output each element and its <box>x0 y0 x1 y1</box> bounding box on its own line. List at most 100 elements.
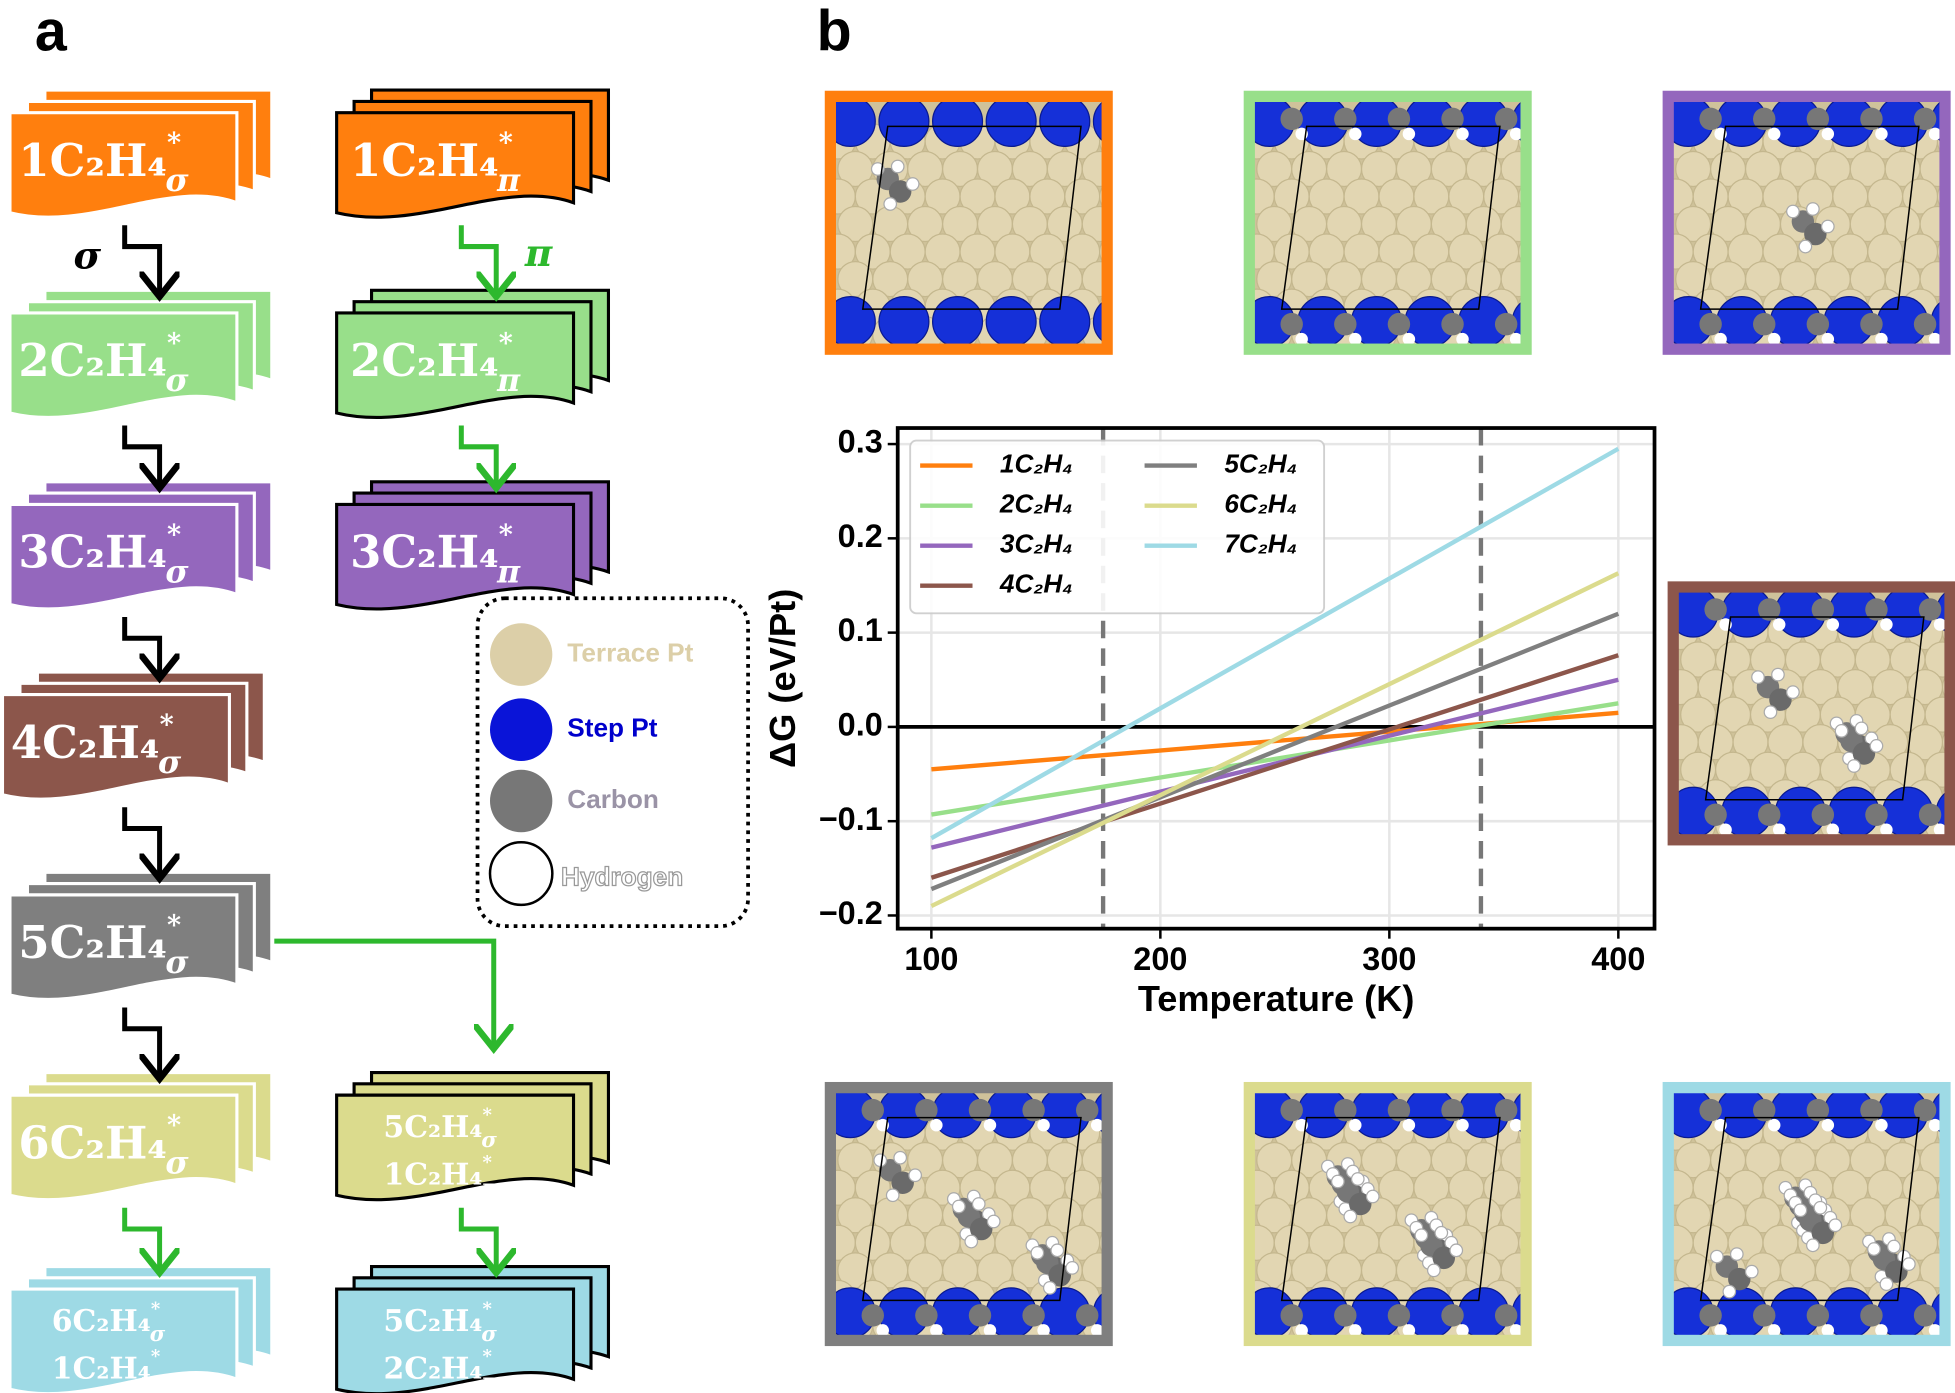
atom-h <box>1509 332 1522 345</box>
node-shape <box>0 693 231 801</box>
atom-h <box>1349 1324 1362 1336</box>
node-label: 5C₂H₄* σ <box>383 1104 497 1151</box>
atom-c <box>1280 1098 1303 1122</box>
atom-c <box>968 1304 992 1327</box>
node-label-part: * <box>167 127 181 158</box>
arrow <box>274 938 493 1049</box>
node-label-part: 3C₂H₄ <box>18 525 167 578</box>
node-label-part: 5C₂H₄ <box>18 916 167 969</box>
atom-c <box>1334 1098 1357 1122</box>
atom-h <box>1414 1228 1429 1243</box>
atom-c <box>1860 312 1883 336</box>
atom-step <box>878 101 930 148</box>
snapshot-frame <box>824 1081 1113 1347</box>
atom-c <box>1704 598 1727 621</box>
atom-h <box>1343 1209 1358 1224</box>
atom-h <box>1933 823 1946 835</box>
atom-c <box>1334 312 1357 336</box>
atom-terrace <box>1536 317 1571 352</box>
node-label-part: σ <box>481 1126 497 1151</box>
series-line <box>930 653 1620 880</box>
atom-h <box>1821 127 1835 141</box>
node-label-part: 2C₂H₄ <box>383 1351 482 1386</box>
node-label-part: * <box>499 327 513 358</box>
snapshot <box>835 1092 1152 1343</box>
atom-c <box>1806 1304 1830 1327</box>
edge-label: σ <box>73 234 101 278</box>
panel-label: a <box>35 0 68 63</box>
atom-c <box>1758 598 1781 621</box>
atom-h <box>1786 685 1800 700</box>
node-shape <box>8 111 239 219</box>
legend-swatch <box>488 841 554 907</box>
atom-h <box>873 1153 888 1168</box>
node-label-part: 4C₂H₄ <box>11 715 160 768</box>
atom-terrace <box>1536 1308 1571 1343</box>
atom-h <box>1869 739 1884 753</box>
node-label-part: * <box>483 1346 492 1367</box>
node-label-part: σ <box>165 553 189 590</box>
node-label: 6C₂H₄* σ <box>18 1110 189 1181</box>
atom-h <box>883 197 898 211</box>
atom-c <box>888 180 912 203</box>
atom-c <box>1387 1098 1411 1122</box>
atom-h <box>1806 1238 1820 1253</box>
atom-h <box>1751 670 1765 684</box>
atom-h <box>1030 1245 1045 1260</box>
atom-c <box>1852 742 1876 765</box>
atom-h <box>1714 1324 1727 1336</box>
atom-c <box>1441 312 1464 336</box>
atom-h <box>1854 721 1869 736</box>
atom-c <box>1441 1304 1464 1327</box>
atom-terrace <box>1536 1143 1571 1178</box>
atom-h <box>1928 332 1941 345</box>
series-line <box>930 677 1619 850</box>
legend-text: 2C₂H₄ <box>999 489 1073 519</box>
atom-c <box>1022 1098 1045 1122</box>
legend-swatch <box>489 698 553 761</box>
atom-terrace <box>1117 1308 1152 1343</box>
node-label-part: 6C₂H₄ <box>52 1304 151 1339</box>
atom-c <box>861 1098 884 1122</box>
atom-h <box>1349 332 1362 345</box>
atom-h <box>905 177 920 191</box>
atom-c <box>1918 803 1942 827</box>
atom-h <box>1509 1324 1522 1336</box>
node-label: 3C₂H₄* π <box>350 519 521 590</box>
atom-h <box>1449 1243 1464 1258</box>
atom-c <box>1913 107 1937 131</box>
atom-terrace <box>1500 150 1522 188</box>
snapshot-frame <box>1662 1081 1951 1347</box>
y-tick-label: 0.3 <box>838 424 883 460</box>
node-label-part: 1C₂H₄ <box>18 133 167 186</box>
snapshot-frame <box>824 90 1113 355</box>
legend-box <box>909 439 1326 615</box>
atom-terrace <box>1117 317 1152 352</box>
atom-h <box>1806 202 1820 216</box>
atom-h <box>971 1197 986 1211</box>
node-label-part: σ <box>165 161 189 198</box>
atom-c <box>1699 107 1722 131</box>
atom-h <box>1402 1118 1416 1132</box>
atom-h <box>1793 1203 1808 1218</box>
node-shape <box>8 893 239 1001</box>
node-label-part: 1C₂H₄ <box>52 1351 151 1386</box>
atom-h <box>1902 1257 1916 1271</box>
atom-h <box>908 1168 923 1183</box>
edge-label: π <box>524 231 554 275</box>
atom-h <box>1928 127 1941 141</box>
snapshot-frame <box>1243 1081 1532 1347</box>
atom-c <box>1432 1246 1456 1270</box>
node-label: 5C₂H₄* σ <box>383 1298 497 1345</box>
atom-step <box>1039 101 1091 148</box>
atom-h <box>1402 127 1416 141</box>
snapshot-frame <box>1243 90 1532 355</box>
atom-step <box>985 296 1037 345</box>
atom-h <box>1456 1118 1469 1132</box>
atom-c <box>1494 1304 1518 1327</box>
atom-c <box>1387 1304 1411 1327</box>
node-label-part: σ <box>158 743 182 780</box>
atom-terrace <box>1536 1198 1571 1233</box>
atom-h <box>1826 618 1840 631</box>
atom-terrace <box>1081 1197 1103 1234</box>
